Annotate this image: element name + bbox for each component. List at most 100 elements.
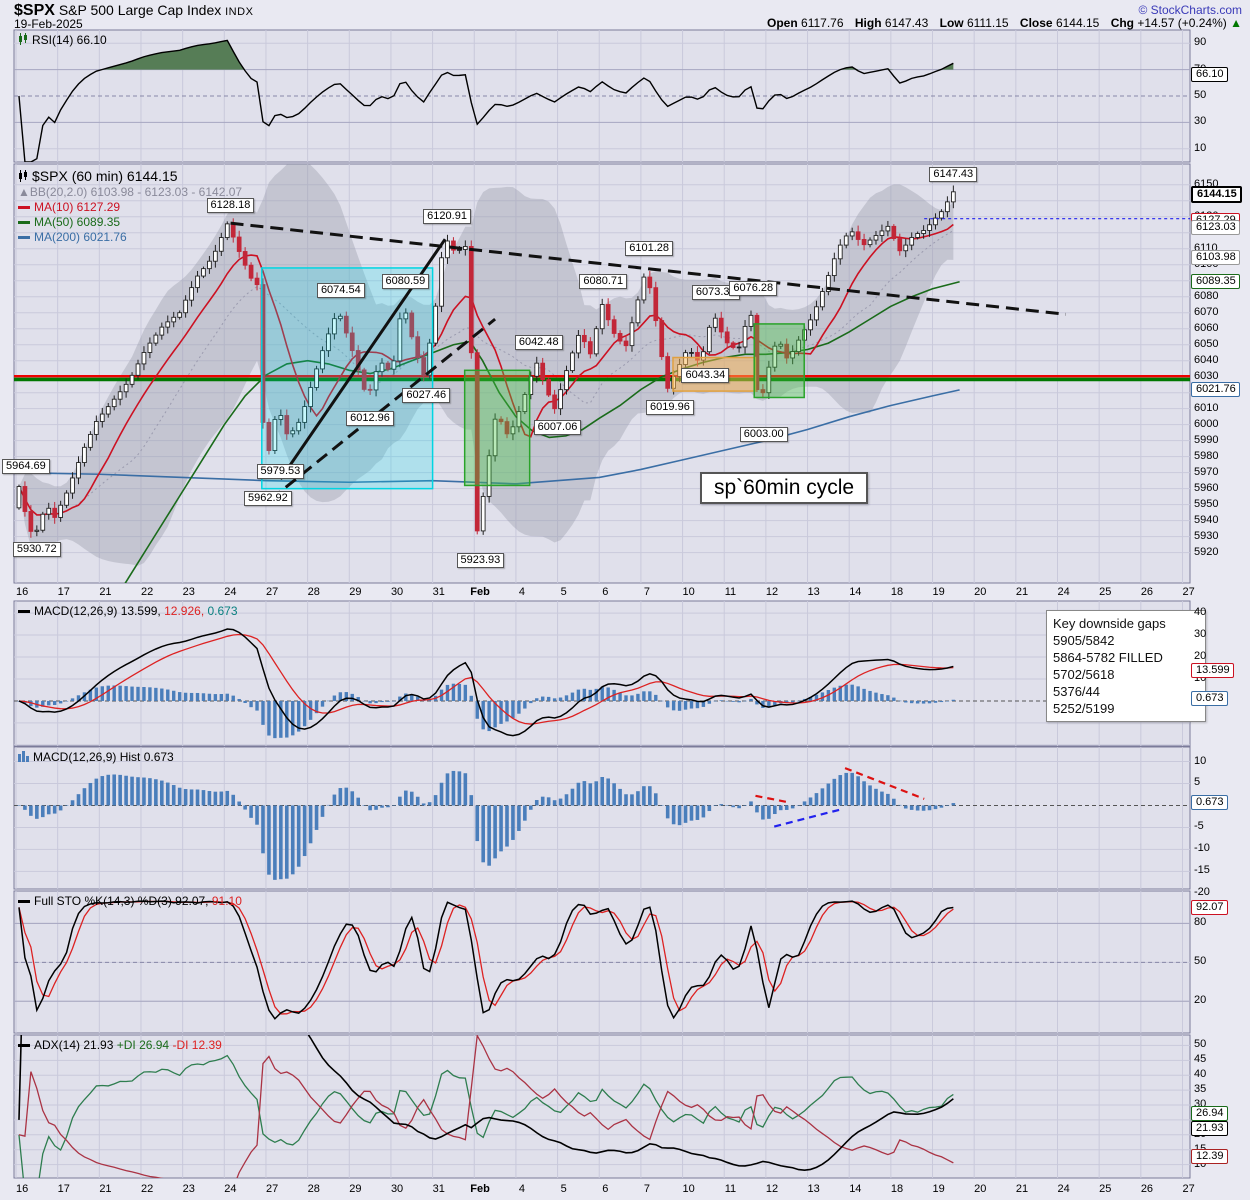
hist-bar <box>886 793 890 806</box>
candle-body <box>183 299 188 314</box>
macd-hist-bar <box>237 698 241 701</box>
candle-body <box>933 217 938 226</box>
macd-hist-bar <box>392 700 396 702</box>
macd-hist-bar <box>314 700 319 714</box>
date-tick-label: 23 <box>182 1183 195 1195</box>
hist-bar <box>820 788 825 806</box>
axis-value-callout: 66.10 <box>1191 66 1228 82</box>
macd-hist-bar <box>142 687 146 701</box>
macd-hist-bar <box>308 700 313 720</box>
candle-body <box>397 318 403 362</box>
hist-bar <box>296 805 301 867</box>
hist-bar <box>624 794 628 806</box>
hist-bar <box>499 805 503 852</box>
axis-tick-label: 6060 <box>1194 321 1219 334</box>
hist-bar <box>243 805 247 810</box>
macd-hist-bar <box>213 694 218 701</box>
price-annotation: 6128.18 <box>206 197 255 213</box>
hist-bar <box>457 771 462 806</box>
hist-bar <box>82 788 87 806</box>
macd-hist-bar <box>201 693 206 701</box>
hist-bar <box>302 805 307 857</box>
candle-body <box>808 319 813 331</box>
hist-bar <box>415 796 420 806</box>
candle-body <box>778 343 784 347</box>
axis-value-callout: 0.673 <box>1191 794 1228 810</box>
hist-bar <box>52 805 57 814</box>
hist-bar <box>653 793 658 806</box>
macd-hist-bar <box>892 697 896 701</box>
date-tick-label: 10 <box>682 586 695 598</box>
macd-hist-bar <box>904 700 908 703</box>
axis-value-callout: 0.673 <box>1191 691 1228 707</box>
date-tick-label: 20 <box>974 1183 987 1195</box>
macd-swatch-icon <box>18 610 30 614</box>
brand-link[interactable]: © StockCharts.com <box>1138 3 1242 17</box>
hist-bar <box>528 805 533 810</box>
macd-hist-bar <box>380 700 384 703</box>
adx-line <box>18 1035 954 1172</box>
candle-body <box>635 299 641 324</box>
date-tick-label: 26 <box>1140 586 1154 598</box>
macd-hist-bar <box>624 695 628 701</box>
date-tick-label: 27 <box>265 586 279 598</box>
hist-bar <box>421 803 426 806</box>
macd-hist-bar <box>172 690 176 701</box>
axis-tick-label: 5980 <box>1194 449 1219 462</box>
macd-hist-bar <box>808 696 813 701</box>
date-tick-label: 28 <box>307 586 320 598</box>
price-annotation: 6007.06 <box>533 420 582 436</box>
candle-body <box>498 418 504 423</box>
candle-body <box>391 360 397 370</box>
hist-bar <box>207 791 212 806</box>
candle-body <box>218 237 224 252</box>
candle-body <box>445 240 450 259</box>
axis-tick-label: 6010 <box>1194 401 1219 414</box>
candle-body <box>332 318 337 335</box>
macd-legend-name: MACD(12,26,9) <box>34 604 118 618</box>
price-annotation: 6043.34 <box>681 368 730 384</box>
date-tick-label: 30 <box>390 1183 404 1195</box>
date-tick-label: 4 <box>518 586 526 598</box>
macd-hist-bar <box>939 700 944 703</box>
candle-body <box>582 334 587 343</box>
candle-body <box>189 287 194 301</box>
axis-tick-label: 5930 <box>1194 529 1219 542</box>
hist-bar <box>130 776 134 806</box>
date-tick-label: 18 <box>890 1183 904 1195</box>
candle-body <box>201 268 206 277</box>
axis-value-callout: 26.94 <box>1191 1106 1228 1122</box>
hist-bar <box>683 805 688 823</box>
axis-tick-label: 6000 <box>1194 417 1219 430</box>
candle-body <box>831 258 837 277</box>
macd-hist-bar <box>749 698 753 701</box>
hist-bar <box>88 782 93 806</box>
date-tick-label: 25 <box>1099 1183 1112 1195</box>
macd-hist-bar <box>677 700 682 711</box>
candle-body <box>468 246 474 354</box>
hist-bar <box>945 805 950 806</box>
date-tick-label: 28 <box>307 1183 320 1195</box>
hist-bar <box>844 772 849 806</box>
hist-bar <box>451 770 456 806</box>
macd-hist-bar <box>499 700 503 724</box>
hist-bar <box>29 805 33 816</box>
macd-hist-bar <box>225 693 229 701</box>
date-tick-label: 20 <box>974 586 987 598</box>
hist-bar <box>701 805 706 818</box>
adx-di-plus-value: +DI 26.94 <box>116 1038 170 1052</box>
candle-body <box>361 369 367 390</box>
macd-hist-bar <box>511 700 515 719</box>
gaps-line: 5252/5199 <box>1053 701 1115 716</box>
ma50-swatch-icon <box>18 221 30 225</box>
chart-date: 19-Feb-2025 <box>14 17 83 31</box>
candle-body <box>945 201 950 213</box>
axis-tick-label: 5940 <box>1194 513 1219 526</box>
candle-body <box>355 350 361 371</box>
hist-bar <box>695 805 700 820</box>
hist-bar <box>880 791 884 806</box>
hist-bar <box>546 797 551 806</box>
axis-value-callout: 13.599 <box>1191 663 1234 679</box>
candle-body <box>849 231 855 237</box>
hist-bar <box>588 783 593 806</box>
